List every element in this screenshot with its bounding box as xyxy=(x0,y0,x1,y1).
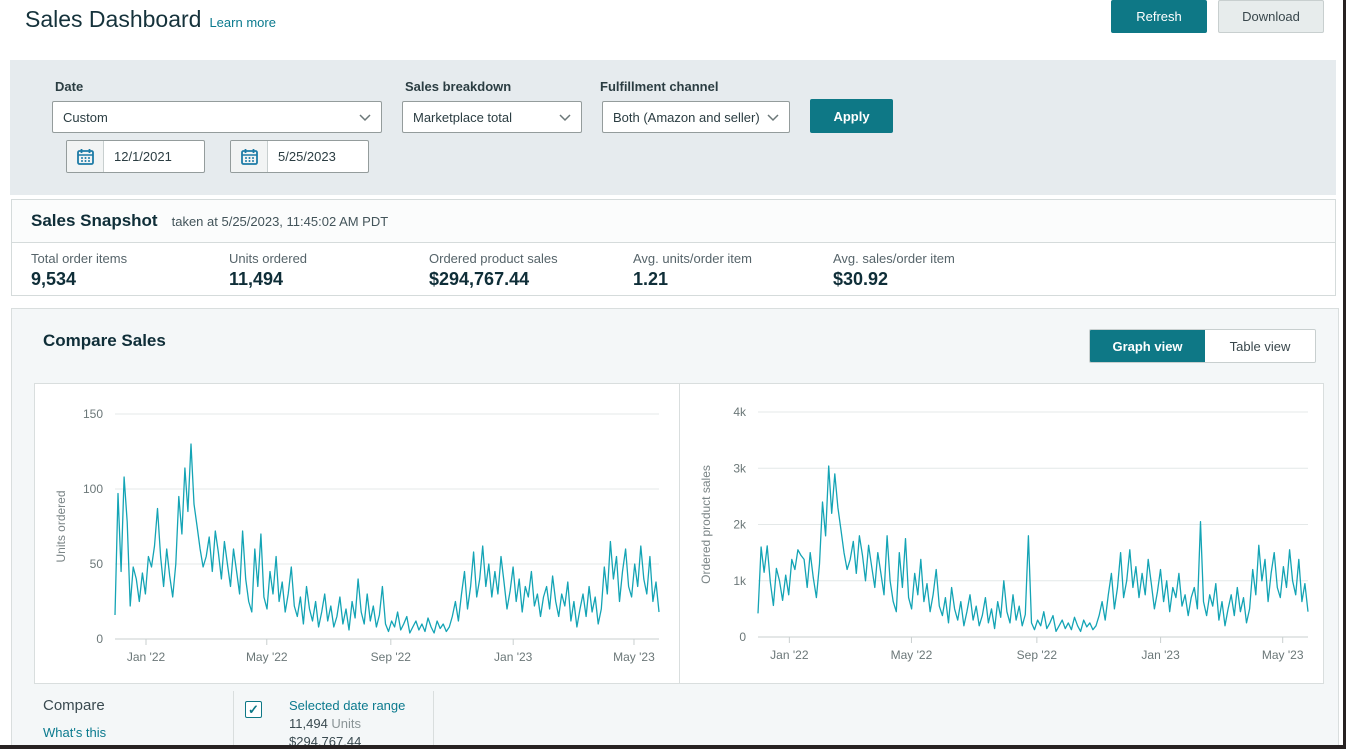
calendar-icon[interactable] xyxy=(231,141,268,172)
download-button[interactable]: Download xyxy=(1218,0,1324,33)
chevron-down-icon xyxy=(359,110,371,125)
refresh-button[interactable]: Refresh xyxy=(1111,0,1207,33)
stat-ordered-product-sales: Ordered product sales $294,767.44 xyxy=(429,251,558,290)
svg-text:May '23: May '23 xyxy=(613,650,655,664)
date-filter-label: Date xyxy=(55,79,83,94)
page-title: Sales Dashboard xyxy=(25,6,201,33)
svg-text:2k: 2k xyxy=(733,518,747,532)
sales-breakdown-value: Marketplace total xyxy=(413,110,512,125)
stat-avg-units-order-item: Avg. units/order item 1.21 xyxy=(633,251,752,290)
selected-date-range-legend: Selected date range 11,494 Units $294,76… xyxy=(289,697,405,749)
sales-snapshot-card: Sales Snapshot taken at 5/25/2023, 11:45… xyxy=(11,199,1336,296)
stat-units-ordered: Units ordered 11,494 xyxy=(229,251,307,290)
svg-text:Sep '22: Sep '22 xyxy=(371,650,412,664)
legend-units-value: 11,494 xyxy=(289,716,328,731)
start-date-value[interactable]: 12/1/2021 xyxy=(104,141,204,172)
charts-card: 0 50 100 150 Jan '22 May '22 Sep '22 Jan '23 May… xyxy=(34,383,1324,684)
start-date-field[interactable]: 12/1/2021 xyxy=(66,140,205,173)
selected-date-range-label[interactable]: Selected date range xyxy=(289,697,405,715)
svg-text:Ordered product sales: Ordered product sales xyxy=(699,465,713,584)
stat-avg-sales-order-item: Avg. sales/order item $30.92 xyxy=(833,251,955,290)
window-bottom-edge xyxy=(0,745,1346,749)
legend-divider xyxy=(433,691,434,749)
filter-panel: Date Custom 12/1/2021 xyxy=(10,60,1336,195)
date-range-value: Custom xyxy=(63,110,108,125)
svg-text:0: 0 xyxy=(739,630,746,644)
units-ordered-chart[interactable]: 0 50 100 150 Jan '22 May '22 Sep '22 Jan '23 May… xyxy=(35,384,679,683)
svg-text:May '23: May '23 xyxy=(1262,648,1304,662)
svg-text:Units ordered: Units ordered xyxy=(54,490,68,562)
compare-sales-panel: Compare Sales Graph view Table view 0 50 1… xyxy=(11,308,1339,749)
svg-text:150: 150 xyxy=(83,407,103,421)
svg-text:Jan '23: Jan '23 xyxy=(494,650,533,664)
apply-button[interactable]: Apply xyxy=(810,99,893,133)
graph-view-tab[interactable]: Graph view xyxy=(1090,330,1205,362)
svg-text:1k: 1k xyxy=(733,574,747,588)
svg-text:Jan '23: Jan '23 xyxy=(1141,648,1180,662)
check-icon: ✓ xyxy=(248,702,259,718)
svg-text:May '22: May '22 xyxy=(891,648,933,662)
learn-more-link[interactable]: Learn more xyxy=(209,15,275,30)
svg-text:3k: 3k xyxy=(733,461,747,475)
svg-text:4k: 4k xyxy=(733,405,747,419)
fulfillment-channel-select[interactable]: Both (Amazon and seller) xyxy=(602,101,790,133)
selected-date-range-checkbox[interactable]: ✓ xyxy=(245,701,262,718)
sales-dashboard-page: Sales Dashboard Learn more Refresh Downl… xyxy=(0,0,1346,749)
svg-text:50: 50 xyxy=(90,557,104,571)
legend-divider xyxy=(233,691,234,749)
sales-breakdown-label: Sales breakdown xyxy=(405,79,511,94)
end-date-value[interactable]: 5/25/2023 xyxy=(268,141,368,172)
legend-units-suffix: Units xyxy=(331,716,361,731)
svg-text:Jan '22: Jan '22 xyxy=(770,648,809,662)
end-date-field[interactable]: 5/25/2023 xyxy=(230,140,369,173)
svg-text:0: 0 xyxy=(96,632,103,646)
whats-this-link[interactable]: What's this xyxy=(43,725,106,740)
svg-text:100: 100 xyxy=(83,482,103,496)
fulfillment-channel-value: Both (Amazon and seller) xyxy=(613,110,760,125)
calendar-icon[interactable] xyxy=(67,141,104,172)
ordered-product-sales-chart[interactable]: 0 1k 2k 3k 4k Jan '22 May '22 Sep '22 Jan '23 May… xyxy=(680,384,1324,683)
chevron-down-icon xyxy=(767,110,779,125)
chevron-down-icon xyxy=(559,110,571,125)
fulfillment-channel-label: Fulfillment channel xyxy=(600,79,718,94)
table-view-tab[interactable]: Table view xyxy=(1205,330,1315,362)
date-range-select[interactable]: Custom xyxy=(52,101,382,133)
compare-sales-title: Compare Sales xyxy=(43,331,166,351)
svg-text:Sep '22: Sep '22 xyxy=(1017,648,1058,662)
stat-total-order-items: Total order items 9,534 xyxy=(31,251,127,290)
compare-legend-title: Compare xyxy=(43,697,105,714)
svg-text:May '22: May '22 xyxy=(246,650,288,664)
sales-breakdown-select[interactable]: Marketplace total xyxy=(402,101,582,133)
sales-snapshot-title: Sales Snapshot xyxy=(31,211,158,231)
snapshot-timestamp: taken at 5/25/2023, 11:45:02 AM PDT xyxy=(172,214,389,229)
view-toggle: Graph view Table view xyxy=(1089,329,1316,363)
svg-text:Jan '22: Jan '22 xyxy=(127,650,166,664)
